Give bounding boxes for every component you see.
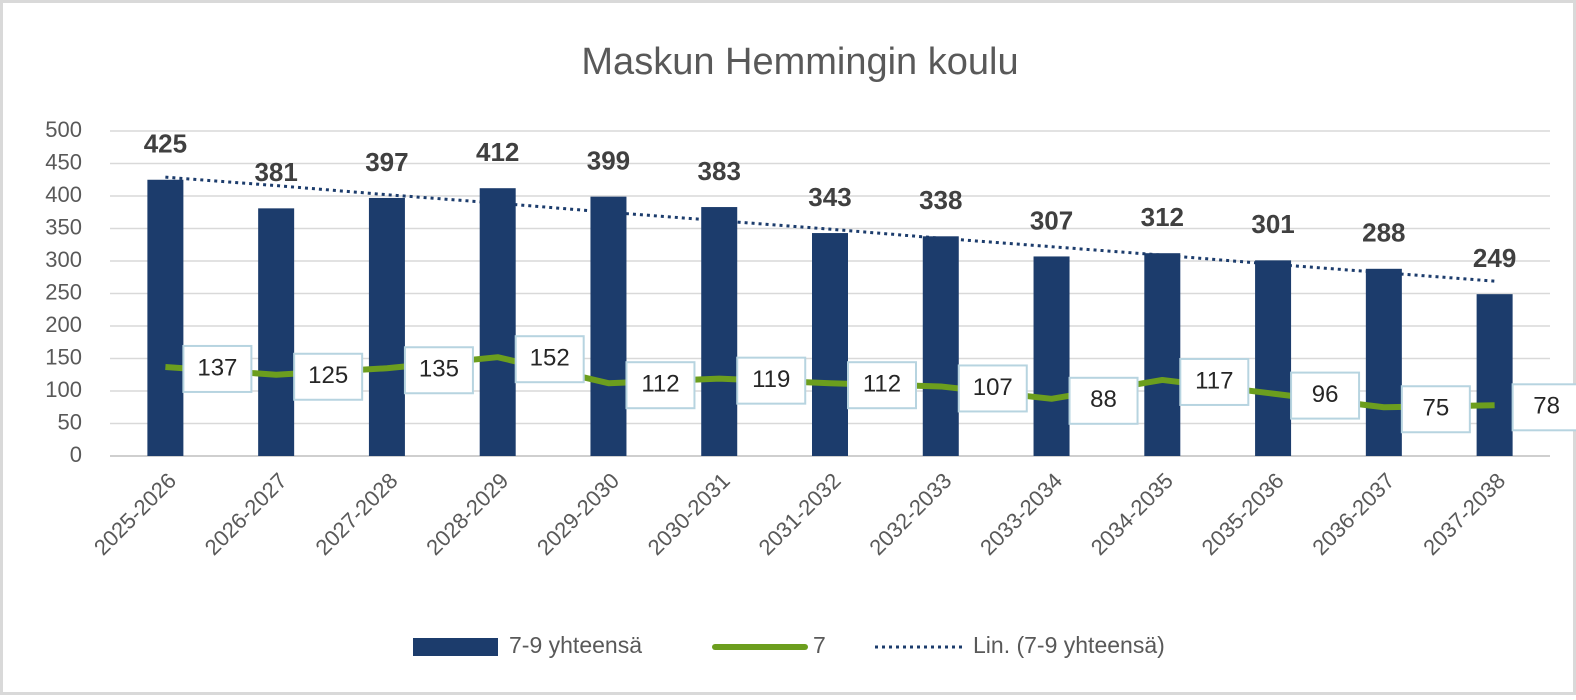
line-label: 152 [530, 345, 570, 372]
data-label-box [625, 361, 696, 410]
bar-label: 425 [144, 129, 187, 159]
y-tick-label: 200 [45, 312, 82, 337]
bar [258, 208, 295, 456]
y-tick-label: 150 [45, 344, 82, 369]
bar-label: 397 [365, 147, 408, 177]
data-label-box [182, 344, 253, 393]
data-label-box [1400, 385, 1471, 434]
bar-label: 412 [476, 137, 519, 167]
line-label: 135 [419, 356, 459, 383]
data-label-box [1179, 357, 1250, 406]
line-label: 88 [1090, 386, 1117, 413]
data-label-box [957, 364, 1028, 413]
bar [1476, 294, 1513, 456]
legend-label: 7 [813, 632, 826, 658]
data-label-box [514, 335, 585, 384]
trend-line [165, 175, 1495, 283]
line-label: 125 [308, 362, 348, 389]
bar-label: 381 [254, 157, 297, 187]
bar [147, 179, 184, 456]
data-label-box [403, 346, 474, 395]
legend-label: Lin. (7-9 yhteensä) [973, 632, 1165, 658]
legend-label: 7-9 yhteensä [509, 632, 642, 658]
bar-label: 383 [698, 156, 741, 186]
y-tick-label: 350 [45, 214, 82, 239]
bar [1144, 253, 1181, 456]
y-tick-label: 250 [45, 279, 82, 304]
y-tick-label: 400 [45, 182, 82, 207]
bar-label: 249 [1473, 243, 1516, 273]
data-label-box [293, 352, 364, 401]
bar [1365, 268, 1402, 456]
bar [479, 188, 516, 456]
bar [590, 196, 627, 456]
line-label: 107 [973, 374, 1013, 401]
bar [812, 233, 848, 456]
y-tick-label: 300 [45, 247, 82, 272]
y-tick-label: 0 [70, 442, 82, 467]
bar-label: 301 [1251, 209, 1294, 239]
data-label-box [1068, 376, 1139, 425]
bar-label: 288 [1362, 218, 1405, 248]
data-label-box [1511, 383, 1576, 432]
y-tick-label: 100 [45, 377, 82, 402]
bar [1033, 256, 1070, 456]
line-label: 78 [1533, 393, 1560, 420]
bar [1255, 260, 1292, 456]
line-label: 137 [197, 354, 237, 381]
bar-label: 399 [587, 146, 630, 176]
line-series [165, 354, 1495, 411]
line-label: 75 [1422, 395, 1449, 422]
bar [368, 197, 405, 456]
data-label-box [1290, 371, 1361, 420]
data-label-box [736, 356, 807, 405]
y-tick-label: 50 [58, 409, 82, 434]
line-label: 112 [863, 371, 901, 398]
y-tick-label: 450 [45, 149, 82, 174]
bar-label: 307 [1030, 205, 1073, 235]
line-label: 119 [752, 366, 790, 393]
bar-label: 338 [919, 185, 962, 215]
y-tick-label: 500 [45, 117, 82, 142]
bar [922, 236, 959, 456]
line-label: 112 [641, 371, 679, 398]
legend-swatch [413, 638, 498, 656]
chart-title: Maskun Hemmingin koulu [581, 41, 1018, 83]
line-label: 96 [1312, 381, 1339, 408]
bar [701, 207, 738, 456]
bar-label: 312 [1141, 202, 1184, 232]
bar-label: 343 [808, 182, 851, 212]
data-label-box [847, 361, 917, 410]
line-label: 117 [1195, 367, 1233, 394]
